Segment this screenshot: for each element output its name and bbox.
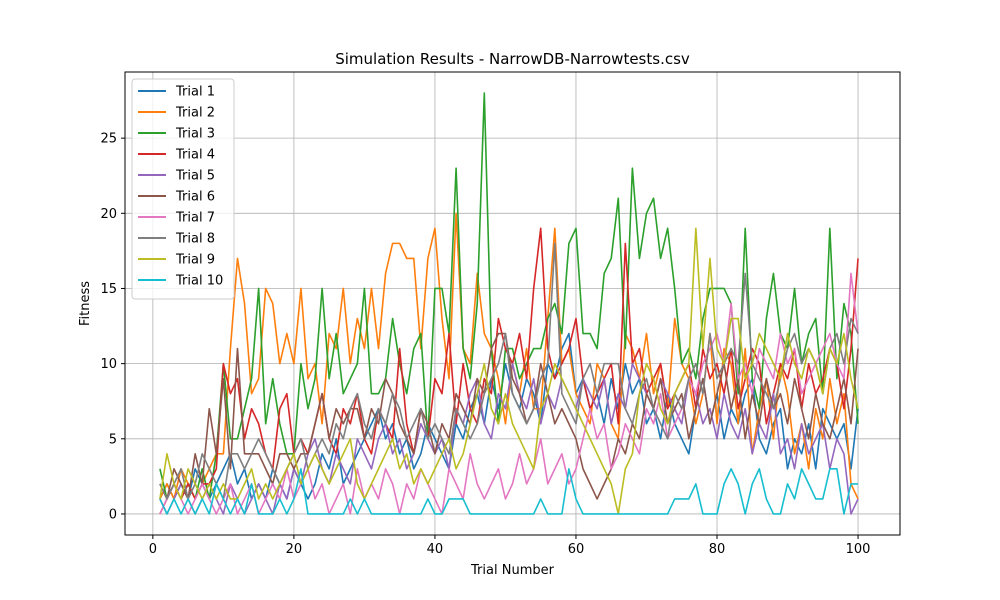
- y-tick-label: 10: [100, 357, 117, 372]
- y-tick-label: 20: [100, 207, 117, 222]
- legend-entry-label: Trial 7: [175, 211, 215, 226]
- legend-entry-label: Trial 2: [175, 106, 215, 121]
- axis-ticks: 0 20 40 60 80 100 0 5 10 15 20 25: [100, 132, 870, 557]
- series-line-trial-10: [159, 468, 859, 515]
- y-tick-label: 25: [100, 132, 117, 147]
- x-tick-label: 60: [568, 542, 585, 557]
- y-tick-label: 0: [109, 507, 117, 522]
- legend-entry-label: Trial 9: [175, 253, 215, 268]
- x-tick-label: 100: [846, 542, 871, 557]
- chart-title: Simulation Results - NarrowDB-Narrowtest…: [335, 50, 690, 68]
- legend-entry-label: Trial 8: [175, 232, 215, 247]
- y-tick-label: 5: [109, 432, 117, 447]
- series-line-trial-8: [159, 242, 859, 500]
- legend-entry-label: Trial 10: [175, 274, 223, 289]
- x-tick-label: 40: [427, 542, 444, 557]
- series-line-trial-5: [159, 362, 859, 515]
- legend-entry-label: Trial 3: [175, 127, 215, 142]
- x-tick-label: 0: [149, 542, 157, 557]
- series-line-trial-9: [159, 227, 859, 515]
- x-tick-label: 20: [286, 542, 303, 557]
- series-lines: [159, 92, 859, 515]
- legend-entry-label: Trial 4: [175, 148, 215, 163]
- y-axis-label: Fitness: [78, 281, 93, 326]
- series-line-trial-6: [159, 332, 859, 500]
- legend-entry-label: Trial 1: [175, 85, 215, 100]
- series-line-trial-2: [159, 212, 859, 500]
- x-tick-label: 80: [709, 542, 726, 557]
- legend-entry-label: Trial 5: [175, 169, 215, 184]
- legend: Trial 1 Trial 2 Trial 3 Trial 4 Trial 5 Trial…: [131, 78, 235, 300]
- plot-area-frame: [124, 71, 901, 536]
- y-tick-label: 15: [100, 282, 117, 297]
- x-axis-label: Trial Number: [470, 563, 555, 578]
- legend-entry-label: Trial 6: [175, 190, 215, 205]
